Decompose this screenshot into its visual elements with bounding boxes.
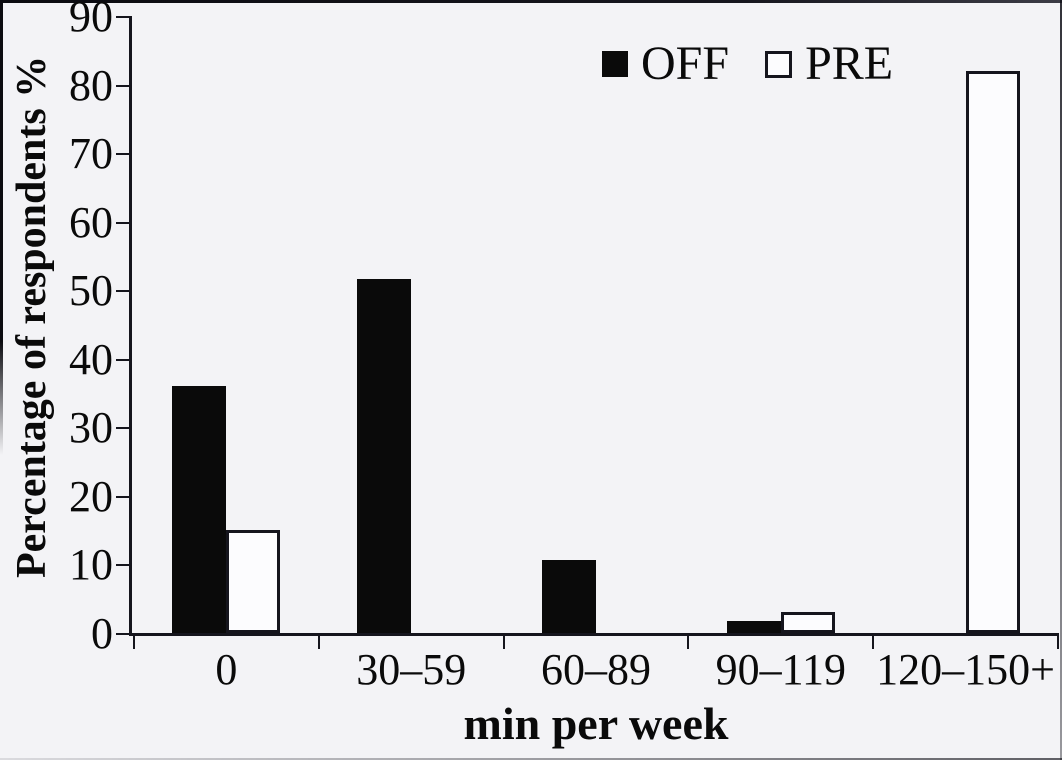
y-tick-label: 20 <box>69 471 113 521</box>
y-tick-label: 0 <box>91 609 113 658</box>
x-tick-label: 90–119 <box>715 645 846 694</box>
x-tick-label: 0 <box>215 645 238 694</box>
x-tick <box>502 633 505 649</box>
x-tick-label: 60–89 <box>541 645 651 694</box>
y-tick <box>116 290 130 293</box>
y-tick-label: 80 <box>69 60 113 110</box>
legend-swatch-off-icon <box>602 51 628 77</box>
figure-border-top <box>0 0 1062 3</box>
legend-swatch-pre-icon <box>765 50 793 78</box>
y-tick <box>116 358 130 361</box>
figure-border-right <box>1060 0 1062 760</box>
bar-off-1 <box>357 278 412 633</box>
figure-border-bottom <box>0 758 1062 760</box>
x-tick <box>317 633 320 649</box>
y-tick <box>116 221 130 224</box>
y-tick <box>116 564 130 567</box>
y-tick <box>116 16 130 18</box>
y-tick-label: 30 <box>69 403 113 453</box>
y-tick-label: 60 <box>69 197 113 247</box>
y-tick-label: 10 <box>69 540 113 590</box>
y-tick-label: 70 <box>69 129 113 179</box>
bar-off-0 <box>172 386 227 633</box>
figure-border-left <box>0 0 3 455</box>
y-tick <box>116 84 130 87</box>
chart-legend: OFF PRE <box>602 36 893 92</box>
x-tick-label: 120–150+ <box>876 645 1055 694</box>
y-tick <box>116 633 130 635</box>
x-tick <box>133 633 135 649</box>
x-tick <box>687 633 690 649</box>
x-tick <box>872 633 875 649</box>
bar-pre-4 <box>965 70 1020 633</box>
y-tick-label: 50 <box>69 266 113 316</box>
bar-pre-3 <box>780 612 835 633</box>
x-tick-label: 30–59 <box>356 645 467 694</box>
legend-label-pre: PRE <box>805 37 894 90</box>
bar-pre-0 <box>226 530 281 633</box>
y-tick-label: 40 <box>69 334 113 384</box>
y-tick <box>116 153 130 156</box>
bar-off-3 <box>726 621 781 633</box>
y-tick <box>116 427 130 430</box>
x-axis-line <box>129 633 1059 636</box>
y-tick <box>116 495 130 498</box>
y-axis-line <box>129 16 132 634</box>
y-tick-label: 90 <box>69 0 113 41</box>
x-axis-title: min per week <box>463 698 729 749</box>
legend-label-off: OFF <box>641 37 730 90</box>
x-tick <box>1057 633 1059 649</box>
bar-off-2 <box>542 559 596 633</box>
